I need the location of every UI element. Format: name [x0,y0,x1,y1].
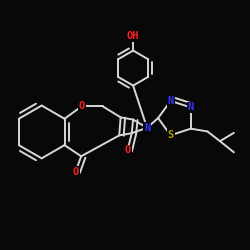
Text: O: O [78,101,85,111]
Text: S: S [168,130,174,140]
Text: N: N [144,123,150,133]
Text: N: N [188,102,194,113]
Text: OH: OH [127,31,140,41]
Text: N: N [168,96,174,106]
Text: O: O [72,166,79,176]
Text: O: O [124,146,131,156]
